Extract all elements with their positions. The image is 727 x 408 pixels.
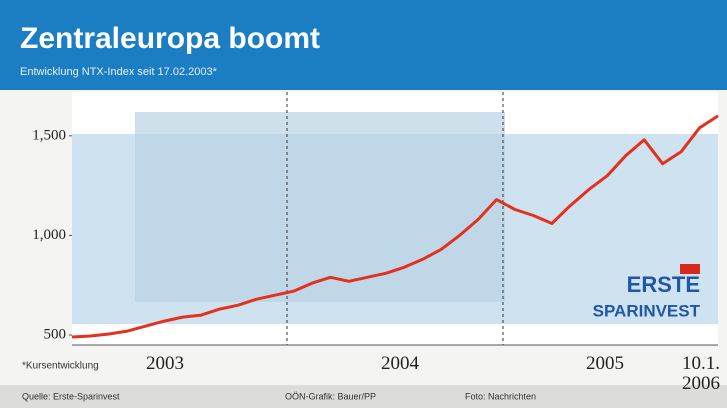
source: OÖN-Grafik: Bauer/PP: [285, 391, 376, 401]
chart-subtitle: Entwicklung NTX-Index seit 17.02.2003*: [20, 66, 218, 78]
photo: [135, 112, 505, 302]
logo-text: ERSTE: [627, 272, 700, 297]
x-tick-label: 2004: [381, 353, 419, 374]
source: Quelle: Erste-Sparinvest: [22, 391, 120, 401]
logo-icon: [680, 264, 700, 274]
footnote: *Kursentwicklung: [22, 361, 99, 372]
chart-title: Zentraleuropa boomt: [20, 22, 320, 55]
x-tick-label: 10.1. 2006: [682, 353, 720, 394]
footer-bar: [0, 385, 727, 408]
x-tick-label: 2003: [146, 353, 184, 374]
x-tick-label: 2005: [586, 353, 624, 374]
title-bar: [0, 0, 727, 90]
y-tick-label: 1,500: [32, 127, 66, 143]
source: Foto: Nachrichten: [465, 391, 536, 401]
logo-text: SPARINVEST: [593, 301, 701, 320]
line-series: [71, 114, 719, 339]
y-tick-label: 500: [44, 326, 67, 342]
y-tick-label: 1,000: [32, 227, 66, 243]
